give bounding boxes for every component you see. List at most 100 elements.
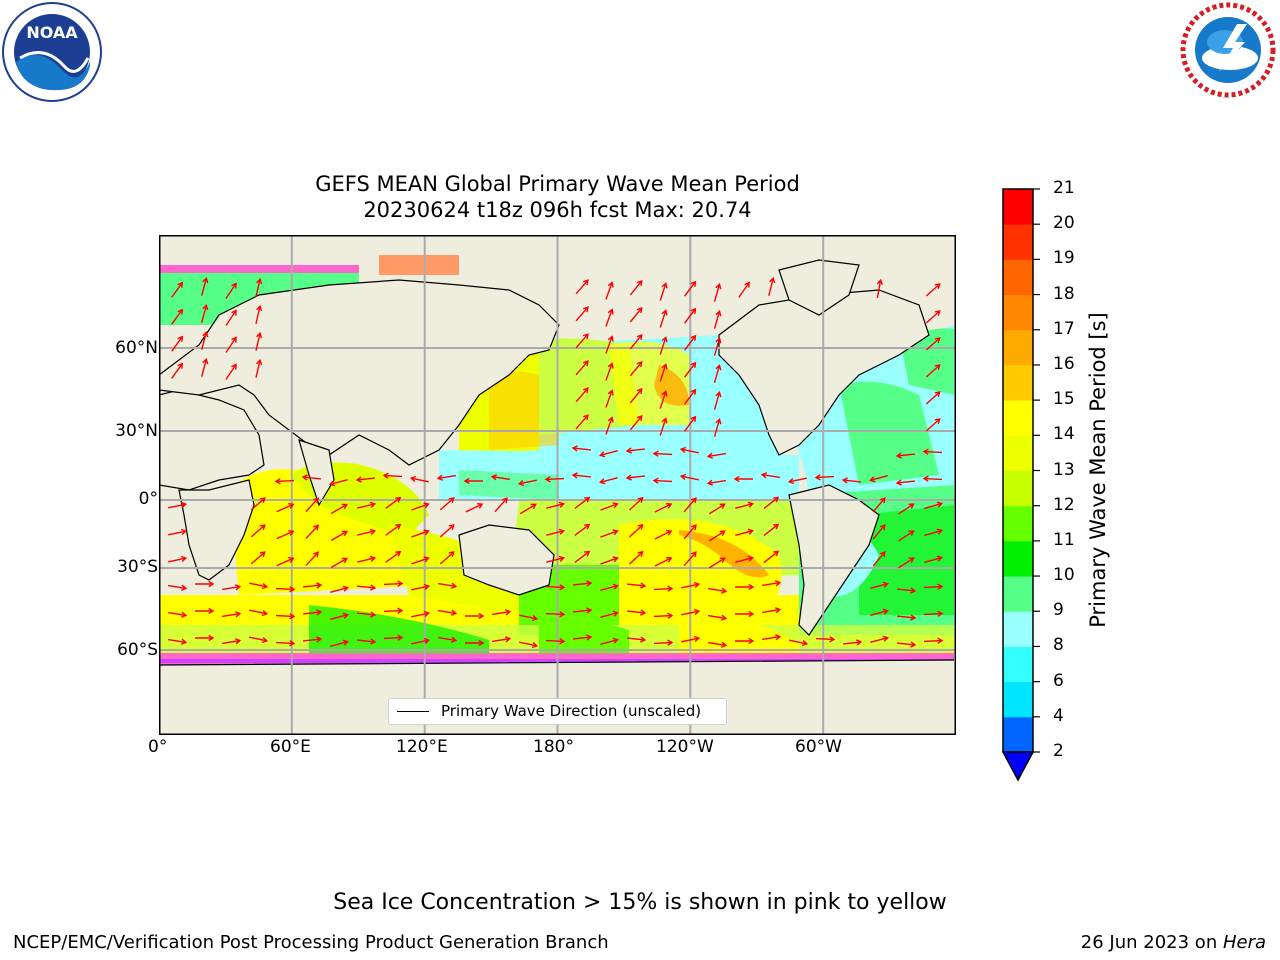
wave-arrow-188 xyxy=(302,609,323,616)
wave-arrow-117 xyxy=(924,501,943,510)
wave-arrow-45 xyxy=(713,364,722,383)
wave-arrow-142 xyxy=(305,551,320,567)
wave-arrow-184 xyxy=(195,607,215,615)
wave-arrow-158 xyxy=(898,557,915,569)
wave-arrow-229 xyxy=(708,641,728,648)
wave-arrow-137 xyxy=(898,530,915,542)
lon-tick-180: 180° xyxy=(533,737,574,757)
wave-arrow-237 xyxy=(923,637,944,644)
wave-arrow-79 xyxy=(544,476,565,483)
wave-arrow-68 xyxy=(922,448,943,455)
wave-arrow-32 xyxy=(659,336,668,355)
wave-arrow-44 xyxy=(684,361,697,378)
colorbar-segment-9 xyxy=(1003,435,1033,471)
wave-arrow-77 xyxy=(490,474,510,481)
wave-arrow-60 xyxy=(925,418,941,432)
wave-arrow-172 xyxy=(572,580,593,587)
wave-arrow-223 xyxy=(545,638,566,645)
wave-arrow-42 xyxy=(629,360,643,377)
wave-arrow-166 xyxy=(330,585,350,594)
colorbar-tick-7: 14 xyxy=(1053,424,1075,445)
wave-arrow-30 xyxy=(605,335,614,354)
wave-arrow-225 xyxy=(600,637,620,646)
wave-arrow-112 xyxy=(708,503,726,515)
wave-arrow-96 xyxy=(276,503,295,513)
map-gridlines xyxy=(159,235,956,735)
wave-arrow-78 xyxy=(517,479,537,487)
lat-tick-30n: 30°N xyxy=(115,421,158,441)
wave-arrow-97 xyxy=(305,497,320,513)
wave-arrow-64 xyxy=(652,450,673,457)
lon-tick-120w: 120°W xyxy=(656,737,714,757)
wave-arrow-206 xyxy=(870,608,890,617)
wave-arrow-174 xyxy=(626,582,647,589)
wave-arrow-207 xyxy=(896,614,917,621)
wave-arrow-53 xyxy=(925,391,941,405)
wave-arrow-15 xyxy=(200,303,209,323)
wave-arrow-50 xyxy=(659,390,668,409)
wave-arrow-114 xyxy=(763,496,780,510)
lon-tick-120e: 120°E xyxy=(396,737,448,757)
wave-arrow-6 xyxy=(629,279,643,296)
colorbar xyxy=(1001,188,1040,782)
wave-arrow-41 xyxy=(605,362,614,381)
wave-arrow-180 xyxy=(870,581,890,590)
wave-arrow-14 xyxy=(171,308,184,325)
wave-arrow-26 xyxy=(200,330,209,350)
wave-arrow-35 xyxy=(925,337,941,351)
wave-arrow-76 xyxy=(463,477,483,485)
wave-arrow-12 xyxy=(876,278,884,298)
colorbar-tick-10: 11 xyxy=(1053,529,1075,550)
wave-arrow-235 xyxy=(870,635,890,644)
wave-arrow-148 xyxy=(546,555,566,563)
lon-tick-0: 0° xyxy=(148,737,168,757)
wave-arrow-200 xyxy=(626,609,647,616)
wave-arrow-56 xyxy=(629,414,643,431)
wave-arrow-48 xyxy=(605,389,614,408)
wave-arrow-4 xyxy=(575,279,589,295)
colorbar-tick-15: 4 xyxy=(1053,705,1064,726)
legend-line-swatch xyxy=(397,711,429,712)
wave-arrow-22 xyxy=(684,307,697,324)
wave-arrow-19 xyxy=(605,308,614,327)
wave-arrow-199 xyxy=(600,610,620,619)
wave-arrow-209 xyxy=(168,638,188,645)
wave-arrow-232 xyxy=(789,639,809,647)
lat-tick-30s: 30°S xyxy=(117,557,158,577)
wave-arrow-210 xyxy=(195,634,215,642)
wave-arrow-81 xyxy=(598,476,618,485)
wave-arrow-121 xyxy=(305,524,320,540)
wave-arrow-21 xyxy=(659,309,668,328)
wave-arrow-222 xyxy=(519,641,539,649)
sea-ice-caption: Sea Ice Concentration > 15% is shown in … xyxy=(333,890,947,915)
wave-arrow-176 xyxy=(681,581,701,589)
wave-arrow-126 xyxy=(439,524,455,538)
wave-arrow-213 xyxy=(275,640,296,647)
legend-label: Primary Wave Direction (unscaled) xyxy=(441,702,702,720)
wave-arrow-36 xyxy=(171,362,184,379)
colorbar-tick-4: 17 xyxy=(1053,318,1075,339)
wave-arrow-51 xyxy=(684,388,697,405)
wave-arrow-128 xyxy=(574,523,591,536)
wave-arrow-110 xyxy=(654,502,673,513)
wave-arrow-102 xyxy=(439,497,455,511)
wave-arrow-72 xyxy=(355,476,376,483)
wave-arrow-94 xyxy=(168,501,188,509)
colorbar-tick-2: 19 xyxy=(1053,248,1075,269)
wave-arrow-171 xyxy=(545,584,566,591)
colorbar-segment-14 xyxy=(1003,259,1033,296)
wave-arrow-108 xyxy=(600,502,619,511)
wave-arrow-80 xyxy=(571,472,592,479)
wave-arrow-43 xyxy=(659,363,668,382)
wave-arrow-233 xyxy=(815,636,836,643)
wave-arrow-84 xyxy=(679,473,699,481)
wave-arrow-167 xyxy=(356,584,377,591)
wave-arrow-165 xyxy=(302,582,323,589)
colorbar-segment-4 xyxy=(1003,611,1033,647)
wave-arrow-11 xyxy=(768,276,776,296)
wave-arrow-236 xyxy=(896,641,917,648)
wave-arrow-152 xyxy=(654,556,673,567)
colorbar-segment-5 xyxy=(1003,576,1033,612)
colorbar-tick-9: 12 xyxy=(1053,494,1075,515)
wave-arrow-20 xyxy=(629,306,643,323)
